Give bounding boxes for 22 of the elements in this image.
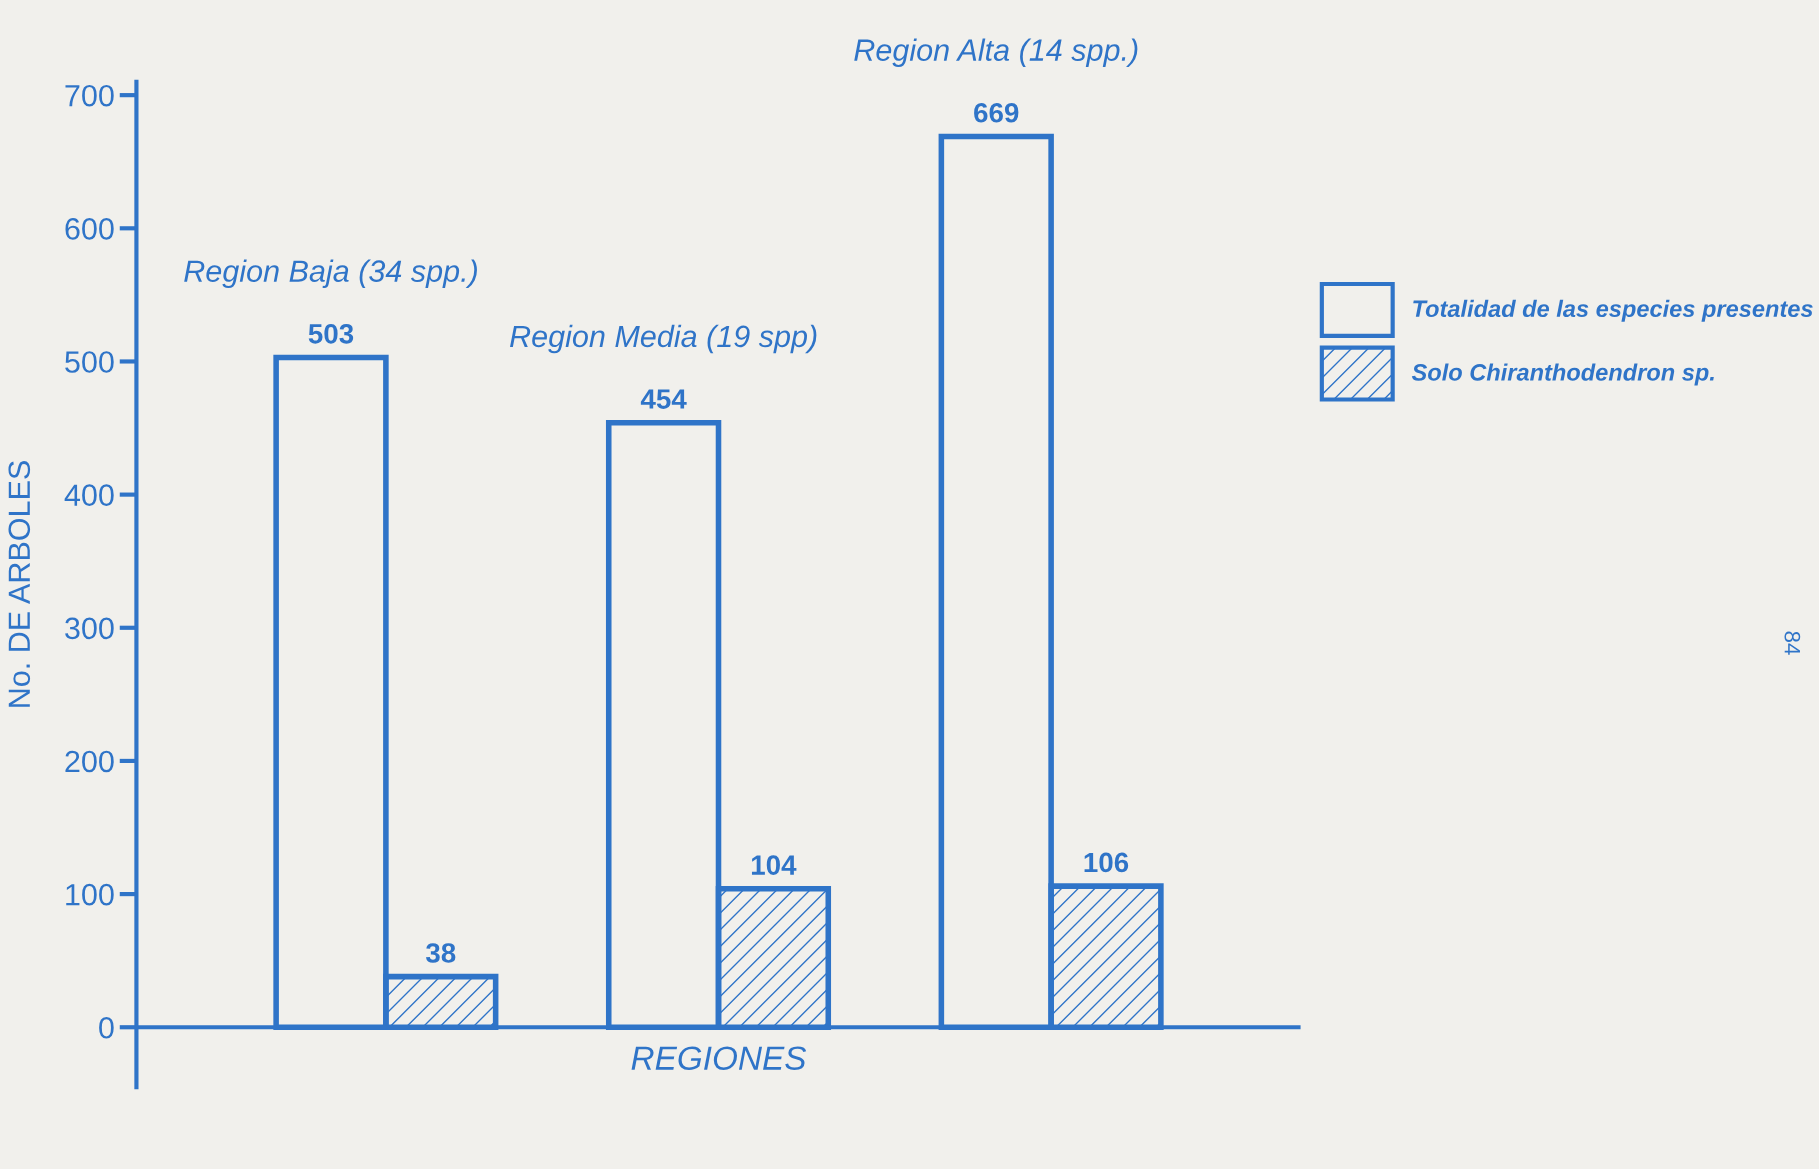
y-tick-label: 100 <box>66 883 114 906</box>
legend-label: Totalidad de las especies presentes <box>1413 299 1813 322</box>
data-label: 38 <box>425 943 456 963</box>
data-label: 503 <box>308 323 354 344</box>
y-tick-label: 0 <box>99 1016 114 1039</box>
data-label: 454 <box>640 389 687 409</box>
x-tick-label: Region Media (19 spp) <box>510 324 817 354</box>
data-label: 669 <box>974 102 1019 123</box>
y-tick-label: 500 <box>65 351 114 373</box>
text: 84 <box>1784 631 1801 655</box>
x-tick-label: Region Baja (34 spp.) <box>184 259 477 289</box>
y-tick-label: 700 <box>65 84 114 107</box>
y-tick-label: 200 <box>65 750 114 773</box>
y-axis-title: No. DE ARBOLES <box>8 461 31 707</box>
legend-label: Solo Chiranthodendron sp. <box>1411 363 1714 386</box>
x-tick-label: Region Alta (14 spp.) <box>854 38 1138 67</box>
y-tick-label: 400 <box>64 484 114 506</box>
y-tick-label: 300 <box>65 617 114 640</box>
data-label: 106 <box>1084 852 1129 873</box>
x-axis-title: REGIONES <box>631 1046 807 1070</box>
data-label: 104 <box>751 855 797 875</box>
y-tick-label: 600 <box>65 218 114 240</box>
